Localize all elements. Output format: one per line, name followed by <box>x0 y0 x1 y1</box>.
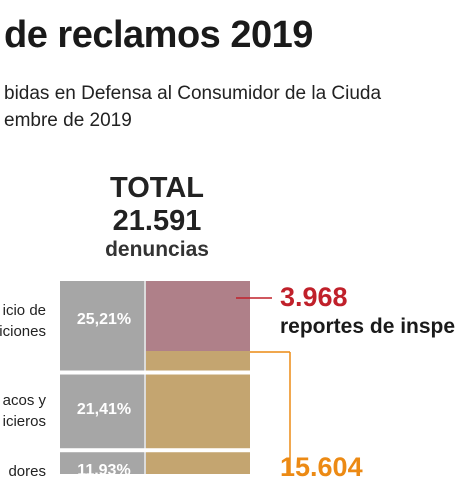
total-value: 21.591 <box>112 205 202 237</box>
category-label-2: acos y icieros <box>2 392 46 431</box>
chart-subtitle: bidas en Defensa al Consumidor de la Ciu… <box>4 80 381 134</box>
subtitle-line-2: embre de 2019 <box>4 110 132 131</box>
inspection-overlay <box>146 281 250 351</box>
inspection-reports-value: 3.968 <box>280 282 348 312</box>
segment-separator-1 <box>60 370 250 375</box>
inspection-reports-label: reportes de inspe <box>280 315 456 338</box>
category-label-1: icio de iciones <box>0 302 46 340</box>
chart-title: de reclamos 2019 <box>4 14 313 56</box>
category-label-3: dores <box>8 463 46 481</box>
segment-separator-2 <box>60 448 250 453</box>
callout-connectors <box>236 297 291 474</box>
segment-percent-label-1: 25,21% <box>76 311 132 328</box>
subtitle-line-1: bidas en Defensa al Consumidor de la Ciu… <box>4 83 382 104</box>
total-unit: denuncias <box>105 238 209 261</box>
segment-separators <box>60 281 250 474</box>
complaints-overlay <box>146 351 250 474</box>
segment-percent-label-2: 21,41% <box>76 401 132 419</box>
column-separator <box>144 281 146 474</box>
complaints-value: 15.604 <box>280 452 363 482</box>
total-label: TOTAL <box>110 172 204 204</box>
segment-percent-label-3: 11,93% <box>77 461 131 479</box>
